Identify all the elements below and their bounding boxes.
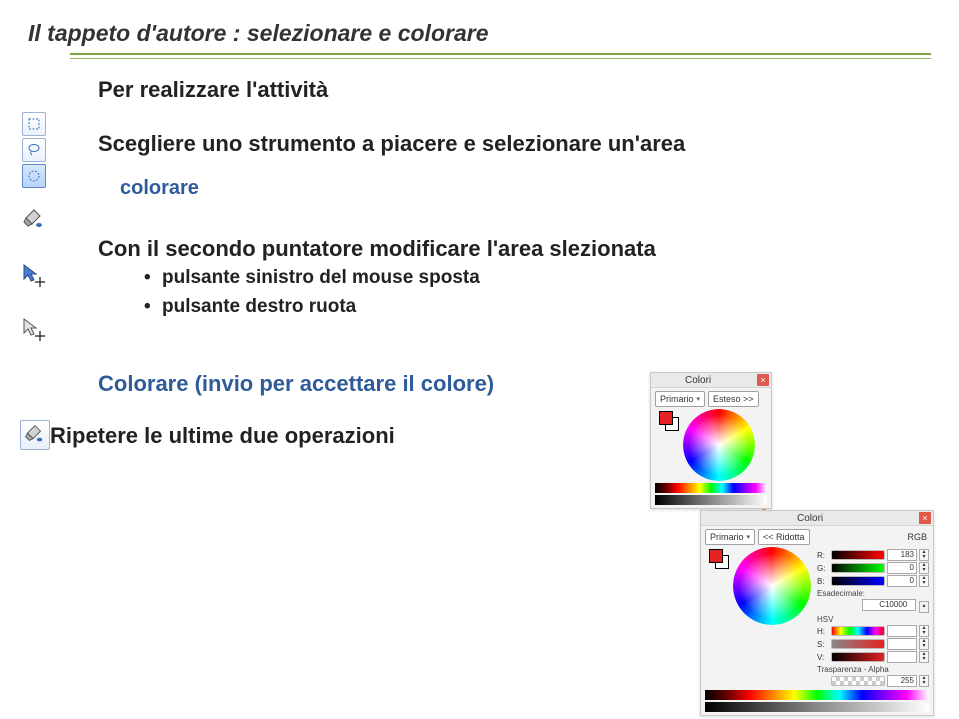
close-icon[interactable]: × xyxy=(757,374,769,386)
hex-label: Esadecimale: xyxy=(817,589,929,598)
intro-heading: Per realizzare l'attività xyxy=(98,77,931,103)
page-title: Il tappeto d'autore : selezionare e colo… xyxy=(28,20,931,47)
close-icon[interactable]: × xyxy=(919,512,931,524)
r-slider[interactable]: R: 183 ▴▾ xyxy=(817,549,929,561)
rgb-label: RGB xyxy=(907,532,927,542)
colorare-subheading: colorare xyxy=(120,177,931,200)
alpha-label: Trasparenza - Alpha xyxy=(817,665,929,674)
h-slider[interactable]: H: ▴▾ xyxy=(817,625,929,637)
panel-title: Colori xyxy=(685,375,711,386)
fg-bg-swatch[interactable] xyxy=(709,549,729,569)
panel-title: Colori xyxy=(797,513,823,524)
spinner-icon[interactable]: ▴▾ xyxy=(919,651,929,663)
v-slider[interactable]: V: ▴▾ xyxy=(817,651,929,663)
alpha-slider[interactable]: 255 ▴▾ xyxy=(817,675,929,687)
gray-strip[interactable] xyxy=(655,495,767,505)
collapse-button[interactable]: << Ridotta xyxy=(758,529,810,545)
spinner-icon[interactable]: ▴▾ xyxy=(919,549,929,561)
bullet-item: pulsante sinistro del mouse sposta xyxy=(144,264,931,293)
bullet-item: pulsante destro ruota xyxy=(144,293,931,322)
color-wheel[interactable] xyxy=(733,547,811,625)
title-rule xyxy=(70,53,931,67)
panel-titlebar[interactable]: Colori × xyxy=(651,373,771,388)
step2-heading: Con il secondo puntatore modificare l'ar… xyxy=(98,236,931,262)
step3-heading: Colorare (invio per accettare il colore) xyxy=(98,371,931,397)
spinner-icon[interactable]: ▴▾ xyxy=(919,575,929,587)
step1-heading: Scegliere uno strumento a piacere e sele… xyxy=(98,131,931,157)
color-wheel[interactable] xyxy=(683,409,755,481)
spinner-icon[interactable]: ▴▾ xyxy=(919,625,929,637)
hsv-label: HSV xyxy=(817,615,929,624)
colori-panel-expanded[interactable]: Colori × Primario ▾ << Ridotta RGB xyxy=(700,510,934,716)
s-slider[interactable]: S: ▴▾ xyxy=(817,638,929,650)
panel-titlebar[interactable]: Colori × xyxy=(701,511,933,526)
bullet-list: pulsante sinistro del mouse sposta pulsa… xyxy=(144,264,931,321)
spinner-icon[interactable]: ▴▾ xyxy=(919,562,929,574)
colori-panel-small[interactable]: Colori × Primario ▾ Esteso >> xyxy=(650,372,772,509)
fg-bg-swatch[interactable] xyxy=(659,411,679,431)
hex-field[interactable]: C10000 xyxy=(862,599,916,611)
b-slider[interactable]: B: 0 ▴▾ xyxy=(817,575,929,587)
primary-selector[interactable]: Primario ▾ xyxy=(655,391,705,407)
g-slider[interactable]: G: 0 ▴▾ xyxy=(817,562,929,574)
spinner-icon[interactable]: ▴▾ xyxy=(919,638,929,650)
content-area: Per realizzare l'attività Scegliere uno … xyxy=(28,67,931,449)
spinner-icon[interactable]: ▴ xyxy=(919,601,929,613)
primary-selector[interactable]: Primario ▾ xyxy=(705,529,755,545)
gray-strip[interactable] xyxy=(705,702,929,712)
repeat-heading: Ripetere le ultime due operazioni xyxy=(50,423,931,449)
slide: Il tappeto d'autore : selezionare e colo… xyxy=(0,0,959,719)
hue-strip[interactable] xyxy=(655,483,767,493)
expand-button[interactable]: Esteso >> xyxy=(708,391,759,407)
spinner-icon[interactable]: ▴▾ xyxy=(919,675,929,687)
hue-strip[interactable] xyxy=(705,690,929,700)
